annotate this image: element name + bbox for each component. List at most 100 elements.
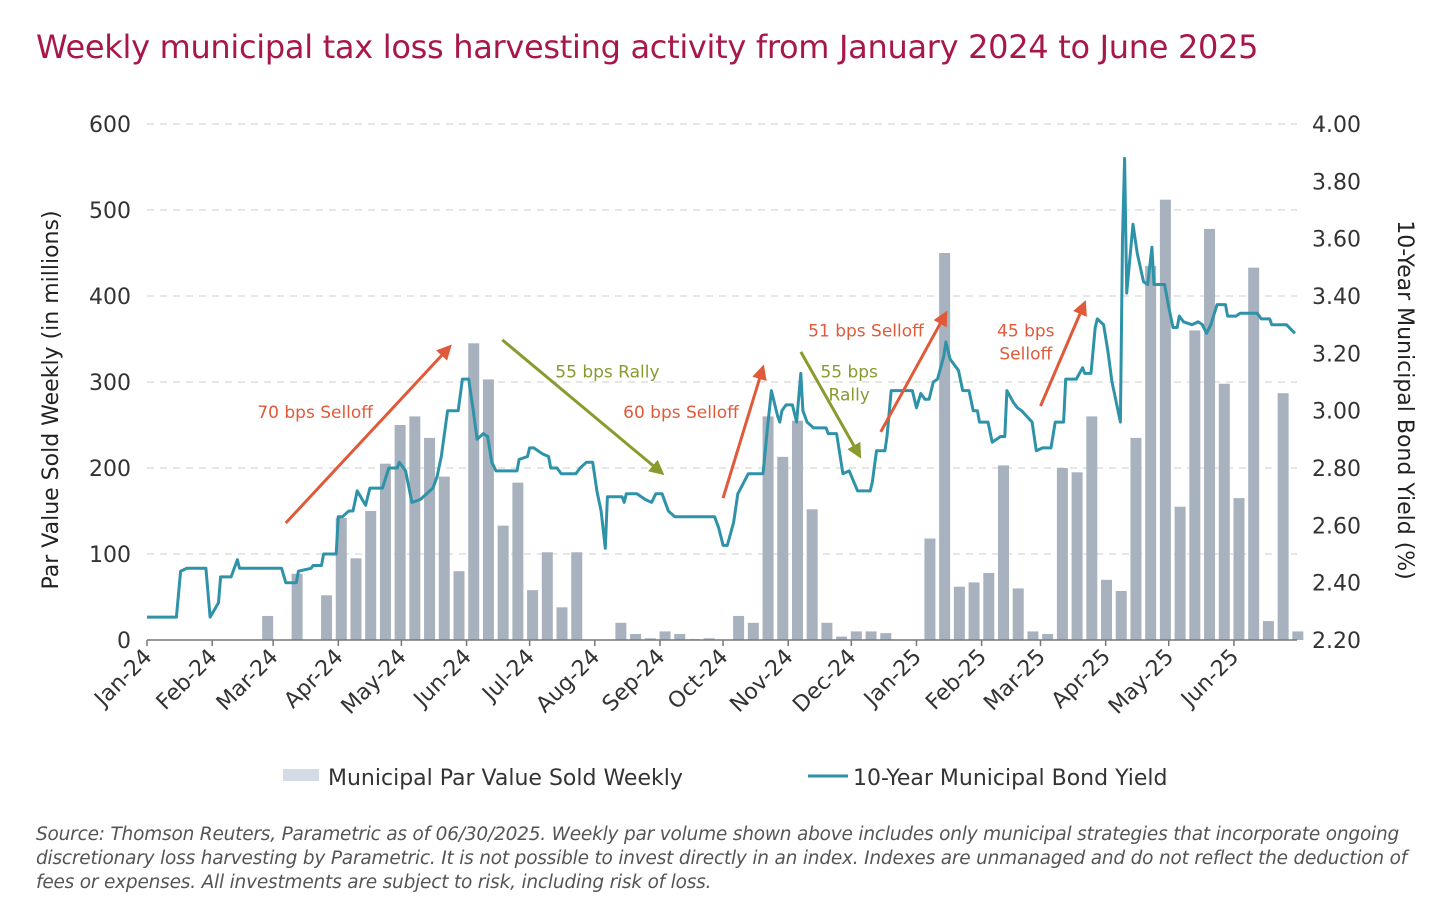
x-tick-label: Oct-24 (663, 645, 733, 715)
bar (1071, 472, 1083, 640)
bar (468, 343, 480, 640)
bar (791, 420, 803, 640)
annotation-label: 60 bps Selloff (623, 403, 740, 423)
x-tick-label: May-25 (1104, 645, 1179, 720)
bar (262, 615, 274, 640)
y2-tick-label: 2.20 (1312, 629, 1361, 654)
bar (659, 631, 671, 640)
bar (850, 631, 862, 640)
gridlines (147, 123, 1297, 555)
bar (1086, 416, 1098, 640)
bar (527, 590, 539, 640)
bar (365, 511, 377, 640)
bar (983, 572, 995, 640)
left-axis-ticks: 0 100 200 300 400 500 600 (89, 113, 131, 654)
y-tick-label: 200 (89, 457, 131, 482)
bar (1248, 267, 1260, 640)
bar (1233, 498, 1245, 640)
bar (953, 586, 965, 640)
annotation-label: 45 bps (997, 321, 1055, 341)
bar (615, 622, 627, 640)
bar (1027, 631, 1039, 640)
bar (1101, 579, 1113, 640)
y2-tick-label: 2.80 (1312, 457, 1361, 482)
bar (1056, 468, 1068, 640)
y-tick-label: 0 (117, 629, 131, 654)
bar (777, 456, 789, 640)
bar (733, 615, 745, 640)
bar (438, 476, 450, 640)
bar (674, 633, 686, 640)
bar (1130, 437, 1142, 640)
annotation-label: 55 bps (820, 363, 878, 383)
bar (1218, 383, 1230, 640)
x-tick-label: Aug-24 (532, 645, 605, 718)
bar (998, 465, 1010, 640)
y-tick-label: 400 (89, 285, 131, 310)
y2-tick-label: 3.60 (1312, 228, 1361, 253)
bar (291, 573, 303, 640)
chart-title: Weekly municipal tax loss harvesting act… (36, 28, 1259, 66)
annotation-label: Rally (829, 386, 870, 406)
selloff-arrow (721, 364, 767, 499)
y2-tick-label: 2.60 (1312, 514, 1361, 539)
x-tick-label: Nov-24 (725, 645, 798, 718)
annotation-label: Selloff (999, 344, 1053, 364)
footnote: Source: Thomson Reuters, Parametric as o… (36, 824, 1408, 893)
x-tick-label: Feb-24 (152, 645, 223, 716)
bar (394, 425, 406, 640)
bar (1174, 506, 1186, 640)
bar (968, 582, 980, 640)
x-tick-label: Jul-24 (477, 645, 540, 708)
y-tick-label: 300 (89, 371, 131, 396)
y2-tick-label: 3.00 (1312, 400, 1361, 425)
x-tick-label: Dec-24 (788, 645, 861, 718)
bar (1262, 621, 1274, 640)
bar (497, 525, 509, 640)
bar (703, 638, 715, 640)
bar (379, 463, 391, 640)
bar (409, 416, 421, 640)
bar (556, 607, 568, 640)
legend: Municipal Par Value Sold Weekly 10-Year … (283, 766, 1167, 791)
legend-line-label: 10-Year Municipal Bond Yield (853, 766, 1167, 791)
selloff-arrow (1039, 300, 1087, 407)
bar (1042, 633, 1054, 640)
selloff-arrow (879, 310, 948, 433)
x-tick-label: Mar-24 (212, 645, 283, 716)
annotation-label: 55 bps Rally (555, 363, 659, 383)
y-tick-label: 600 (89, 113, 131, 138)
y2-tick-label: 3.40 (1312, 285, 1361, 310)
line-series (147, 156, 1296, 619)
bar (350, 558, 362, 640)
y2-tick-label: 4.00 (1312, 113, 1361, 138)
bar (1292, 631, 1304, 640)
bar (482, 379, 494, 640)
bar (571, 552, 583, 640)
bar (644, 638, 656, 640)
yield-line (147, 156, 1296, 619)
bar (1115, 590, 1127, 640)
bar (512, 482, 524, 640)
annotations: 70 bps Selloff 55 bps Rally 60 bps Selloff… (257, 300, 1087, 525)
bar (1012, 588, 1024, 640)
annotation-label: 70 bps Selloff (257, 403, 374, 423)
bar (1159, 199, 1171, 640)
bar (335, 517, 347, 640)
bar (541, 552, 553, 640)
bar (762, 416, 774, 640)
bar (880, 633, 892, 640)
y-tick-label: 100 (89, 543, 131, 568)
rally-arrow (799, 351, 862, 459)
y2-tick-label: 3.20 (1312, 342, 1361, 367)
bar (630, 633, 642, 640)
bar (453, 571, 465, 640)
bar (1189, 330, 1201, 640)
bar (424, 437, 436, 640)
x-tick-label: Sep-24 (598, 645, 670, 717)
left-axis-label: Par Value Sold Weekly (in millions) (39, 210, 64, 589)
bar (939, 253, 951, 640)
x-tick-label: Jan-25 (858, 645, 926, 713)
right-axis-ticks: 2.20 2.40 2.60 2.80 3.00 3.20 3.40 3.60 3.80 4.00 (1312, 113, 1361, 654)
